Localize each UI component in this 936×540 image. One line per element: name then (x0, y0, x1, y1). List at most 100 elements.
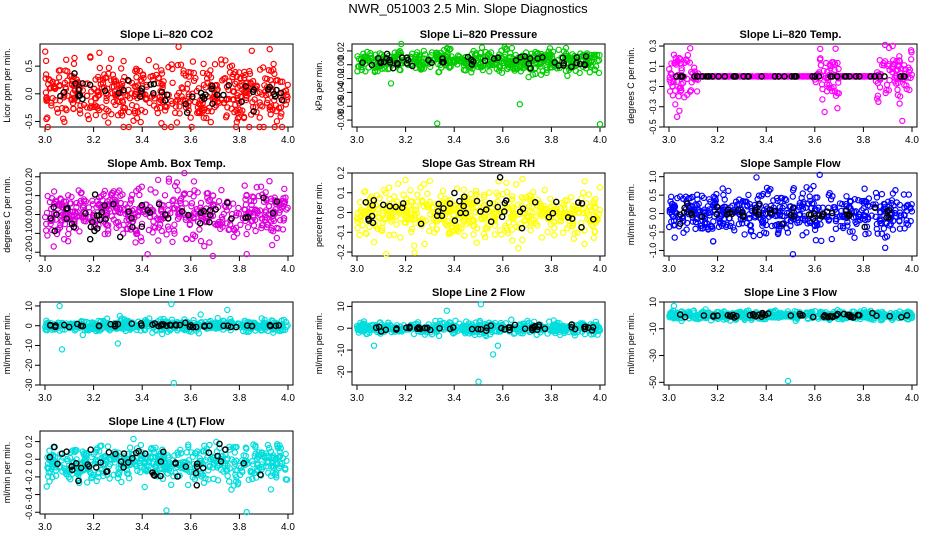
data-point (270, 227, 277, 235)
data-point (94, 89, 101, 96)
data-point (230, 233, 237, 240)
data-point (450, 59, 457, 66)
data-point (232, 123, 240, 131)
data-point (354, 224, 361, 232)
overlay-point (208, 82, 216, 90)
data-point (44, 232, 51, 239)
data-point (819, 96, 826, 103)
data-point (76, 106, 84, 114)
x-tick-label: 3.2 (87, 264, 101, 275)
data-point (43, 97, 50, 104)
data-point (270, 60, 277, 68)
data-point (131, 82, 138, 90)
data-point (270, 212, 277, 219)
data-point (95, 88, 102, 95)
data-point (861, 185, 868, 192)
data-point (120, 123, 127, 131)
data-point (101, 187, 109, 195)
data-point (182, 235, 190, 242)
data-point (131, 90, 139, 98)
data-point (265, 66, 273, 74)
data-point (897, 93, 904, 100)
data-point (891, 61, 898, 68)
data-point (62, 105, 69, 112)
overlay-point (93, 212, 101, 219)
data-point (395, 49, 402, 56)
overlay-point (155, 200, 163, 208)
data-point (174, 61, 181, 69)
data-point (257, 183, 265, 190)
x-tick-label: 3.6 (496, 393, 510, 404)
overlay-point (568, 63, 575, 71)
data-point (447, 45, 454, 53)
data-point (244, 223, 252, 231)
outlier-point (104, 119, 112, 126)
x-tick-label: 3.0 (38, 135, 52, 146)
data-point (546, 45, 554, 52)
x-tick-label: 3.8 (544, 393, 558, 404)
data-point (108, 110, 115, 118)
data-point (136, 191, 143, 199)
y-tick-label: 0.00 (24, 206, 34, 224)
data-point (799, 231, 806, 239)
data-point (258, 222, 265, 229)
data-point (243, 192, 250, 199)
data-point (860, 73, 867, 80)
data-point (71, 54, 78, 62)
data-point (491, 231, 499, 238)
data-point (816, 69, 823, 76)
data-point (576, 69, 583, 77)
data-point (133, 228, 140, 235)
data-point (580, 189, 587, 196)
data-point (119, 107, 127, 115)
data-point (543, 69, 550, 77)
data-point (817, 45, 824, 53)
x-tick-label: 4.0 (593, 393, 607, 404)
y-tick-label: -10 (24, 339, 34, 352)
data-point (283, 91, 290, 98)
data-point (581, 240, 588, 248)
y-tick-label: -0.5 (24, 114, 34, 130)
data-point (209, 252, 217, 260)
data-point (416, 52, 423, 59)
data-point (197, 237, 205, 245)
data-point (817, 61, 825, 69)
data-point (70, 105, 77, 112)
data-point (362, 68, 369, 75)
data-point (508, 316, 515, 323)
data-point (252, 227, 259, 235)
data-point (206, 104, 213, 111)
data-point (199, 69, 207, 77)
y-axis-label: degrees C per min. (626, 47, 636, 124)
data-point (110, 98, 117, 106)
data-point (212, 82, 219, 89)
x-tick-label: 3.0 (662, 264, 676, 275)
data-point (456, 57, 463, 65)
data-point (218, 216, 226, 223)
y-tick-label: 0.0 (24, 88, 34, 101)
overlay-point (791, 73, 799, 80)
overlay-point (250, 86, 258, 93)
overlay-point (425, 56, 432, 64)
data-point (896, 53, 903, 60)
overlay-point (705, 73, 713, 80)
data-point (223, 207, 230, 214)
data-point (385, 184, 393, 191)
overlay-point (53, 211, 60, 218)
data-point (204, 189, 212, 197)
x-tick-label: 3.6 (808, 393, 822, 404)
data-point (75, 80, 82, 87)
x-tick-label: 3.6 (184, 393, 198, 404)
data-point (128, 101, 136, 109)
data-point (158, 119, 165, 127)
y-tick-label: -1.0 (648, 243, 658, 259)
data-point (671, 234, 678, 241)
y-tick-label: -0.5 (648, 224, 658, 240)
data-point (79, 204, 87, 211)
data-point (537, 71, 545, 78)
overlay-point (197, 89, 205, 97)
data-point (555, 46, 562, 54)
x-tick-label: 4.0 (905, 393, 919, 404)
data-point (112, 200, 120, 208)
